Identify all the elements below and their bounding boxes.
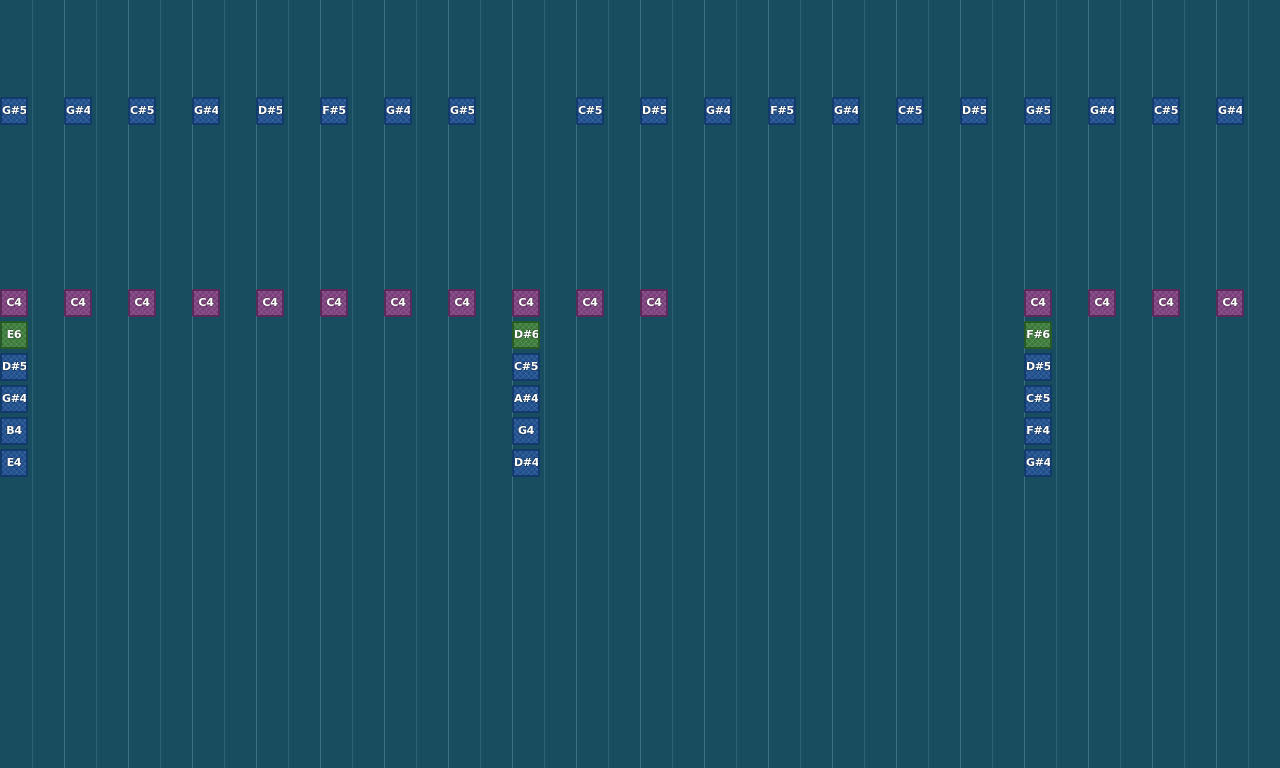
note-block-blue[interactable]: D#5 bbox=[256, 97, 284, 125]
note-block-pink[interactable]: C4 bbox=[448, 289, 476, 317]
note-block-blue[interactable]: D#5 bbox=[1024, 353, 1052, 381]
grid-column-line bbox=[384, 0, 385, 768]
note-block-blue[interactable]: G#4 bbox=[1216, 97, 1244, 125]
note-block-pink[interactable]: C4 bbox=[576, 289, 604, 317]
note-block-pink[interactable]: C4 bbox=[128, 289, 156, 317]
grid-column-line bbox=[64, 0, 65, 768]
note-block-pink[interactable]: C4 bbox=[512, 289, 540, 317]
grid-column-line bbox=[864, 0, 865, 768]
note-block-blue[interactable]: C#5 bbox=[512, 353, 540, 381]
note-block-blue[interactable]: A#4 bbox=[512, 385, 540, 413]
note-block-pink[interactable]: C4 bbox=[1152, 289, 1180, 317]
note-block-pink[interactable]: C4 bbox=[1216, 289, 1244, 317]
note-block-blue[interactable]: G#5 bbox=[0, 97, 28, 125]
note-block-blue[interactable]: G#5 bbox=[1024, 97, 1052, 125]
note-block-pink[interactable]: C4 bbox=[256, 289, 284, 317]
note-block-blue[interactable]: G#4 bbox=[0, 385, 28, 413]
note-block-green[interactable]: D#6 bbox=[512, 321, 540, 349]
grid-column-line bbox=[32, 0, 33, 768]
grid-column-line bbox=[736, 0, 737, 768]
note-block-blue[interactable]: C#5 bbox=[1152, 97, 1180, 125]
note-block-blue[interactable]: D#5 bbox=[960, 97, 988, 125]
note-block-blue[interactable]: E4 bbox=[0, 449, 28, 477]
grid-column-line bbox=[992, 0, 993, 768]
note-block-blue[interactable]: F#5 bbox=[320, 97, 348, 125]
grid-column-line bbox=[832, 0, 833, 768]
note-block-blue[interactable]: D#5 bbox=[640, 97, 668, 125]
grid-column-line bbox=[1088, 0, 1089, 768]
grid-column-line bbox=[352, 0, 353, 768]
note-block-blue[interactable]: C#5 bbox=[896, 97, 924, 125]
note-block-pink[interactable]: C4 bbox=[384, 289, 412, 317]
grid-column-line bbox=[416, 0, 417, 768]
note-block-pink[interactable]: C4 bbox=[640, 289, 668, 317]
note-block-blue[interactable]: G#4 bbox=[704, 97, 732, 125]
grid-column-line bbox=[128, 0, 129, 768]
note-block-pink[interactable]: C4 bbox=[1024, 289, 1052, 317]
grid-column-line bbox=[896, 0, 897, 768]
note-block-blue[interactable]: C#5 bbox=[1024, 385, 1052, 413]
note-block-blue[interactable]: G#4 bbox=[832, 97, 860, 125]
note-block-blue[interactable]: D#5 bbox=[0, 353, 28, 381]
grid-column-line bbox=[160, 0, 161, 768]
grid-column-line bbox=[96, 0, 97, 768]
note-block-pink[interactable]: C4 bbox=[64, 289, 92, 317]
note-block-blue[interactable]: C#5 bbox=[576, 97, 604, 125]
grid-column-line bbox=[1056, 0, 1057, 768]
grid-column-line bbox=[512, 0, 513, 768]
grid-column-line bbox=[576, 0, 577, 768]
grid-column-line bbox=[1024, 0, 1025, 768]
note-block-blue[interactable]: G#5 bbox=[448, 97, 476, 125]
note-block-blue[interactable]: G#4 bbox=[192, 97, 220, 125]
grid-column-line bbox=[1184, 0, 1185, 768]
note-block-blue[interactable]: B4 bbox=[0, 417, 28, 445]
note-block-blue[interactable]: C#5 bbox=[128, 97, 156, 125]
grid-column-line bbox=[1120, 0, 1121, 768]
grid-column-line bbox=[192, 0, 193, 768]
note-block-green[interactable]: E6 bbox=[0, 321, 28, 349]
grid-column-line bbox=[480, 0, 481, 768]
grid-column-line bbox=[1248, 0, 1249, 768]
note-block-pink[interactable]: C4 bbox=[192, 289, 220, 317]
grid-column-line bbox=[256, 0, 257, 768]
note-block-blue[interactable]: G#4 bbox=[1088, 97, 1116, 125]
note-block-blue[interactable]: G#4 bbox=[384, 97, 412, 125]
grid-column-line bbox=[224, 0, 225, 768]
grid-column-line bbox=[1216, 0, 1217, 768]
grid-column-line bbox=[1152, 0, 1153, 768]
note-block-blue[interactable]: F#5 bbox=[768, 97, 796, 125]
note-block-blue[interactable]: G#4 bbox=[64, 97, 92, 125]
note-block-blue[interactable]: G#4 bbox=[1024, 449, 1052, 477]
grid-column-line bbox=[608, 0, 609, 768]
grid-column-line bbox=[672, 0, 673, 768]
grid-column-line bbox=[928, 0, 929, 768]
grid-column-line bbox=[704, 0, 705, 768]
grid-column-line bbox=[288, 0, 289, 768]
note-block-blue[interactable]: D#4 bbox=[512, 449, 540, 477]
note-block-pink[interactable]: C4 bbox=[1088, 289, 1116, 317]
grid-column-line bbox=[544, 0, 545, 768]
note-block-pink[interactable]: C4 bbox=[0, 289, 28, 317]
note-block-blue[interactable]: F#4 bbox=[1024, 417, 1052, 445]
note-block-pink[interactable]: C4 bbox=[320, 289, 348, 317]
note-block-blue[interactable]: G4 bbox=[512, 417, 540, 445]
note-block-green[interactable]: F#6 bbox=[1024, 321, 1052, 349]
grid-column-line bbox=[768, 0, 769, 768]
grid-column-line bbox=[640, 0, 641, 768]
grid-column-line bbox=[800, 0, 801, 768]
grid-column-line bbox=[320, 0, 321, 768]
grid-column-line bbox=[448, 0, 449, 768]
grid-column-line bbox=[960, 0, 961, 768]
